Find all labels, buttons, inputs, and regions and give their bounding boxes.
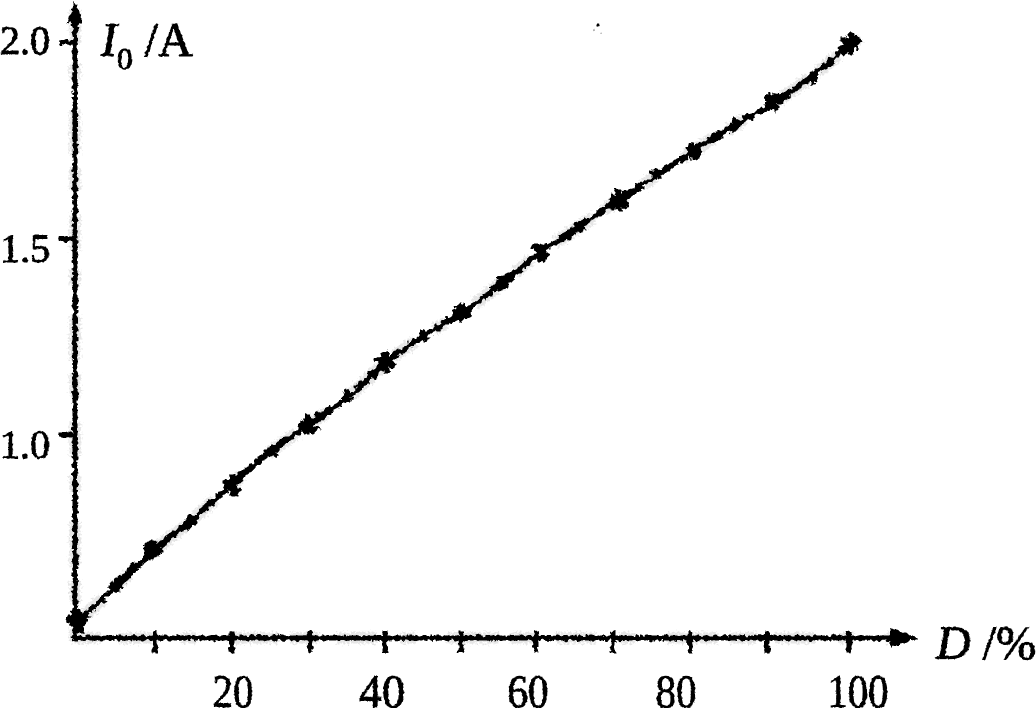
svg-text:20: 20 [213, 666, 254, 708]
svg-text:100: 100 [828, 666, 889, 708]
svg-text:2.0: 2.0 [0, 18, 50, 63]
svg-text:80: 80 [656, 666, 697, 708]
svg-text:1.5: 1.5 [0, 226, 50, 271]
svg-text:40: 40 [359, 666, 405, 708]
svg-text:1.0: 1.0 [0, 422, 50, 467]
svg-text:60: 60 [508, 666, 549, 708]
svg-text:I0 /A: I0 /A [100, 14, 193, 76]
svg-text:D /%: D /% [935, 617, 1036, 670]
